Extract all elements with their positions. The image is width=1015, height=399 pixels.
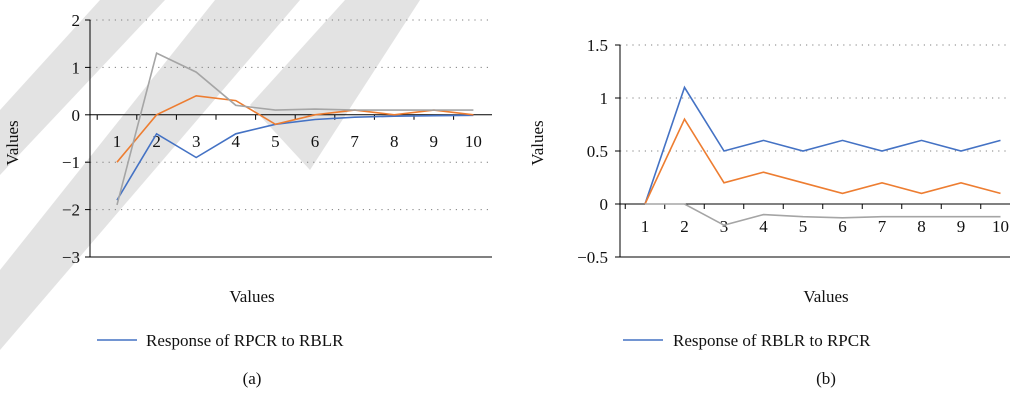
panel-label: (b) (816, 369, 836, 388)
series-line-orange (644, 117, 1001, 205)
x-axis-title: Values (229, 287, 274, 306)
x-tick-label: 1 (641, 217, 650, 236)
x-tick-label: 4 (232, 132, 241, 151)
x-tick-label: 6 (838, 217, 847, 236)
y-tick-label: 0 (72, 106, 81, 125)
x-tick-label: 9 (957, 217, 966, 236)
chart-panel-b: −0.5 0 0.5 1 1.5 1 2 3 4 5 6 7 8 9 10 Values Values Respo… (528, 36, 1010, 388)
y-tick-label: −0.5 (577, 248, 608, 267)
y-tick-label: −2 (62, 201, 80, 220)
x-tick-label: 7 (878, 217, 887, 236)
x-tick-label: 3 (192, 132, 201, 151)
x-tick-label: 3 (720, 217, 729, 236)
watermark (0, 0, 420, 350)
y-tick-label: 1 (72, 58, 81, 77)
chart-panel-a: −3 −2 −1 0 1 2 1 2 3 4 5 6 7 8 9 10 Values Values Response… (3, 11, 492, 388)
x-tick-label: 10 (992, 217, 1009, 236)
y-tick-label: −3 (62, 248, 80, 267)
x-tick-label: 7 (350, 132, 359, 151)
watermark-band-2 (0, 0, 300, 350)
x-tick-label: 2 (152, 132, 161, 151)
x-tick-label: 6 (311, 132, 320, 151)
y-tick-label: 1.5 (587, 36, 608, 55)
x-tick-label: 10 (465, 132, 482, 151)
x-axis-title: Values (803, 287, 848, 306)
series-line-blue (644, 85, 1001, 205)
series-line-gray (116, 52, 474, 206)
x-tick-label: 8 (390, 132, 399, 151)
panel-label: (a) (243, 369, 262, 388)
y-tick-label: 0.5 (587, 142, 608, 161)
y-tick-label: 1 (600, 89, 609, 108)
y-tick-label: 2 (72, 11, 81, 30)
watermark-band-1 (0, 0, 165, 175)
y-tick-label: 0 (600, 195, 609, 214)
watermark-band-3 (250, 0, 420, 170)
legend-label: Response of RBLR to RPCR (673, 331, 871, 350)
y-tick-label: −1 (62, 153, 80, 172)
series-line-blue (116, 114, 474, 201)
x-tick-label: 1 (113, 132, 122, 151)
y-axis-title: Values (3, 120, 22, 165)
series-line-orange (116, 94, 474, 163)
legend-label: Response of RPCR to RBLR (146, 331, 344, 350)
y-axis-title: Values (528, 120, 547, 165)
x-tick-label: 2 (680, 217, 689, 236)
x-tick-label: 9 (430, 132, 439, 151)
x-tick-label: 4 (759, 217, 768, 236)
x-tick-label: 8 (917, 217, 926, 236)
series-line-gray (645, 203, 1001, 227)
x-tick-label: 5 (271, 132, 280, 151)
x-tick-label: 5 (799, 217, 808, 236)
